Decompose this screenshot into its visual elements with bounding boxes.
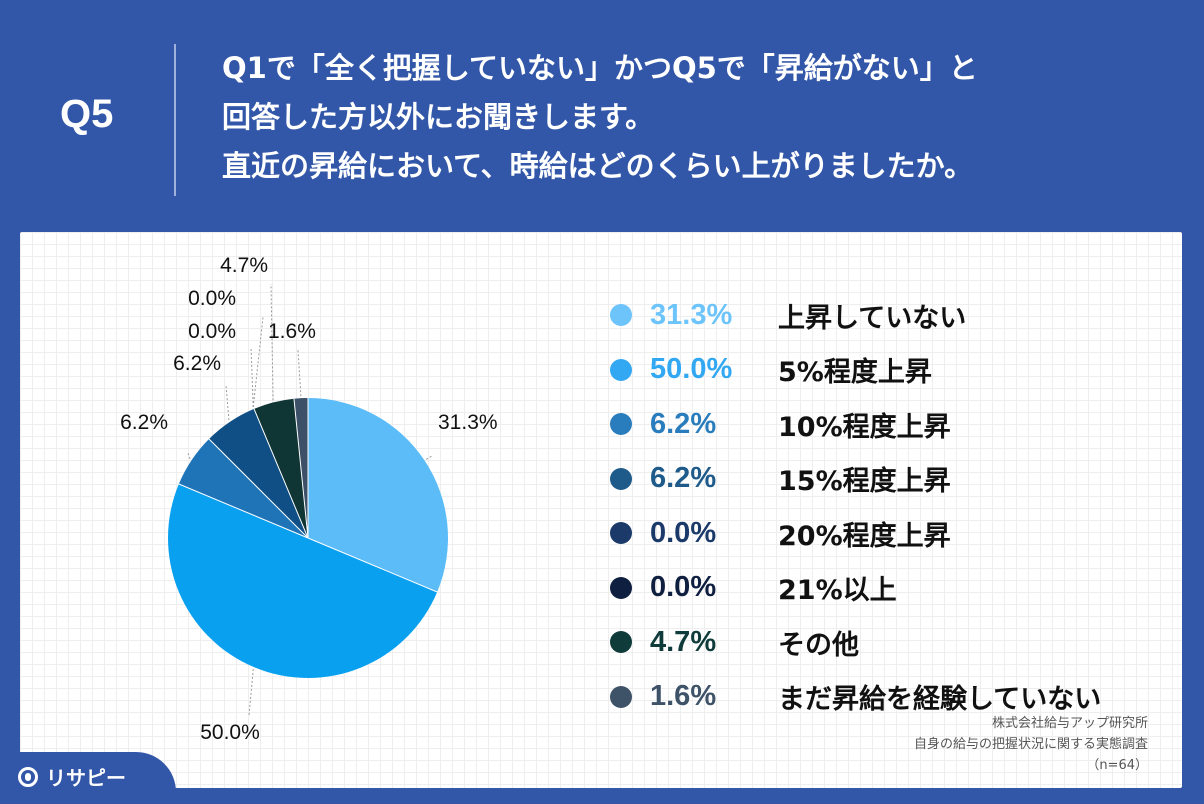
header: Q5 Q1で「全く把握していない」かつQ5で「昇給がない」と 回答した方以外にお… bbox=[0, 0, 1204, 232]
legend-value: 50.0% bbox=[650, 353, 733, 386]
pie-slice bbox=[209, 408, 308, 538]
legend-item: 0.0% 21%以上 bbox=[610, 561, 1170, 616]
pie-slice bbox=[308, 398, 448, 592]
leader-line bbox=[297, 349, 302, 397]
slice-separator bbox=[178, 483, 309, 539]
logo-text: リサピー bbox=[46, 766, 126, 790]
leader-line bbox=[270, 283, 274, 401]
legend-swatch bbox=[610, 631, 632, 654]
leader-line bbox=[250, 346, 254, 407]
legend-item: 6.2% 10%程度上昇 bbox=[610, 397, 1170, 452]
legend-swatch bbox=[610, 358, 632, 381]
slice-separator bbox=[253, 408, 309, 539]
legend-swatch bbox=[610, 413, 632, 436]
location-pin-icon bbox=[18, 766, 38, 787]
legend-value: 6.2% bbox=[650, 407, 717, 440]
legend-item: 0.0% 20%程度上昇 bbox=[610, 506, 1170, 561]
slice-separator bbox=[208, 438, 309, 539]
legend-item: 50.0% 5%程度上昇 bbox=[610, 343, 1170, 398]
legend-swatch bbox=[610, 685, 632, 708]
legend-value: 4.7% bbox=[650, 625, 717, 658]
legend-item: 31.3% 上昇していない bbox=[610, 288, 1170, 343]
legend-label: その他 bbox=[778, 629, 859, 661]
chart-panel: 31.3% 50.0% 6.2% 6.2% 0.0% 0.0% 4.7% 1.6% 31.3%… bbox=[20, 232, 1182, 788]
legend-value: 6.2% bbox=[650, 462, 717, 495]
leader-line bbox=[425, 455, 433, 460]
legend-swatch bbox=[610, 304, 632, 327]
slice-label: 0.0% bbox=[188, 320, 236, 343]
source-line: 株式会社給与アップ研究所 bbox=[991, 716, 1148, 731]
leader-line bbox=[187, 452, 191, 460]
pie-slice bbox=[168, 484, 438, 678]
legend-label: 20%程度上昇 bbox=[778, 520, 951, 552]
slice-label: 6.2% bbox=[173, 352, 221, 375]
legend-value: 1.6% bbox=[650, 680, 717, 713]
legend-label: 15%程度上昇 bbox=[778, 466, 951, 498]
legend-value: 0.0% bbox=[650, 571, 717, 604]
leader-line bbox=[252, 316, 264, 408]
legend-label: 10%程度上昇 bbox=[778, 411, 951, 443]
pie-slice bbox=[178, 439, 308, 538]
pie-slice bbox=[254, 398, 308, 538]
brand-logo: リサピー bbox=[0, 752, 176, 804]
leader-line bbox=[248, 668, 254, 717]
question-line: 直近の昇給において、時給はどのくらい上がりましたか。 bbox=[222, 149, 974, 183]
legend-label: 上昇していない bbox=[778, 302, 967, 334]
slice-label: 6.2% bbox=[120, 411, 168, 434]
slice-label: 31.3% bbox=[438, 411, 498, 434]
source-line: （n=64） bbox=[1086, 758, 1148, 773]
legend-value: 0.0% bbox=[650, 516, 717, 549]
legend-label: 21%以上 bbox=[778, 575, 897, 607]
slice-separator bbox=[293, 398, 309, 539]
question-number: Q5 bbox=[60, 92, 114, 136]
legend-item: 4.7% その他 bbox=[610, 615, 1170, 670]
source-line: 自身の給与の把握状況に関する実態調査 bbox=[913, 737, 1148, 752]
legend-item: 6.2% 15%程度上昇 bbox=[610, 452, 1170, 507]
slice-label: 50.0% bbox=[200, 721, 260, 744]
question-line: Q1で「全く把握していない」かつQ5で「昇給がない」と bbox=[222, 51, 978, 85]
legend-value: 31.3% bbox=[650, 298, 733, 331]
slice-label: 0.0% bbox=[188, 287, 236, 310]
slice-separator bbox=[307, 537, 438, 593]
slice-label: 1.6% bbox=[268, 320, 316, 343]
question-line: 回答した方以外にお聞きします。 bbox=[222, 100, 655, 134]
legend-swatch bbox=[610, 467, 632, 490]
legend-swatch bbox=[610, 576, 632, 599]
legend-swatch bbox=[610, 522, 632, 545]
legend: 31.3% 上昇していない 50.0% 5%程度上昇 6.2% 10%程度上昇 6.2% 15… bbox=[610, 288, 1170, 724]
slice-label: 4.7% bbox=[220, 254, 268, 277]
leader-line bbox=[225, 384, 230, 421]
pie-chart: 31.3% 50.0% 6.2% 6.2% 0.0% 0.0% 4.7% 1.6% bbox=[120, 254, 498, 744]
source-note: 株式会社給与アップ研究所 自身の給与の把握状況に関する実態調査 （n=64） bbox=[914, 713, 1148, 776]
question-text: Q1で「全く把握していない」かつQ5で「昇給がない」と 回答した方以外にお聞きし… bbox=[222, 44, 1182, 191]
legend-label: まだ昇給を経験していない bbox=[778, 684, 1102, 716]
legend-item: 1.6% まだ昇給を経験していない bbox=[610, 670, 1170, 725]
header-divider bbox=[174, 44, 176, 196]
legend-label: 5%程度上昇 bbox=[778, 357, 932, 389]
